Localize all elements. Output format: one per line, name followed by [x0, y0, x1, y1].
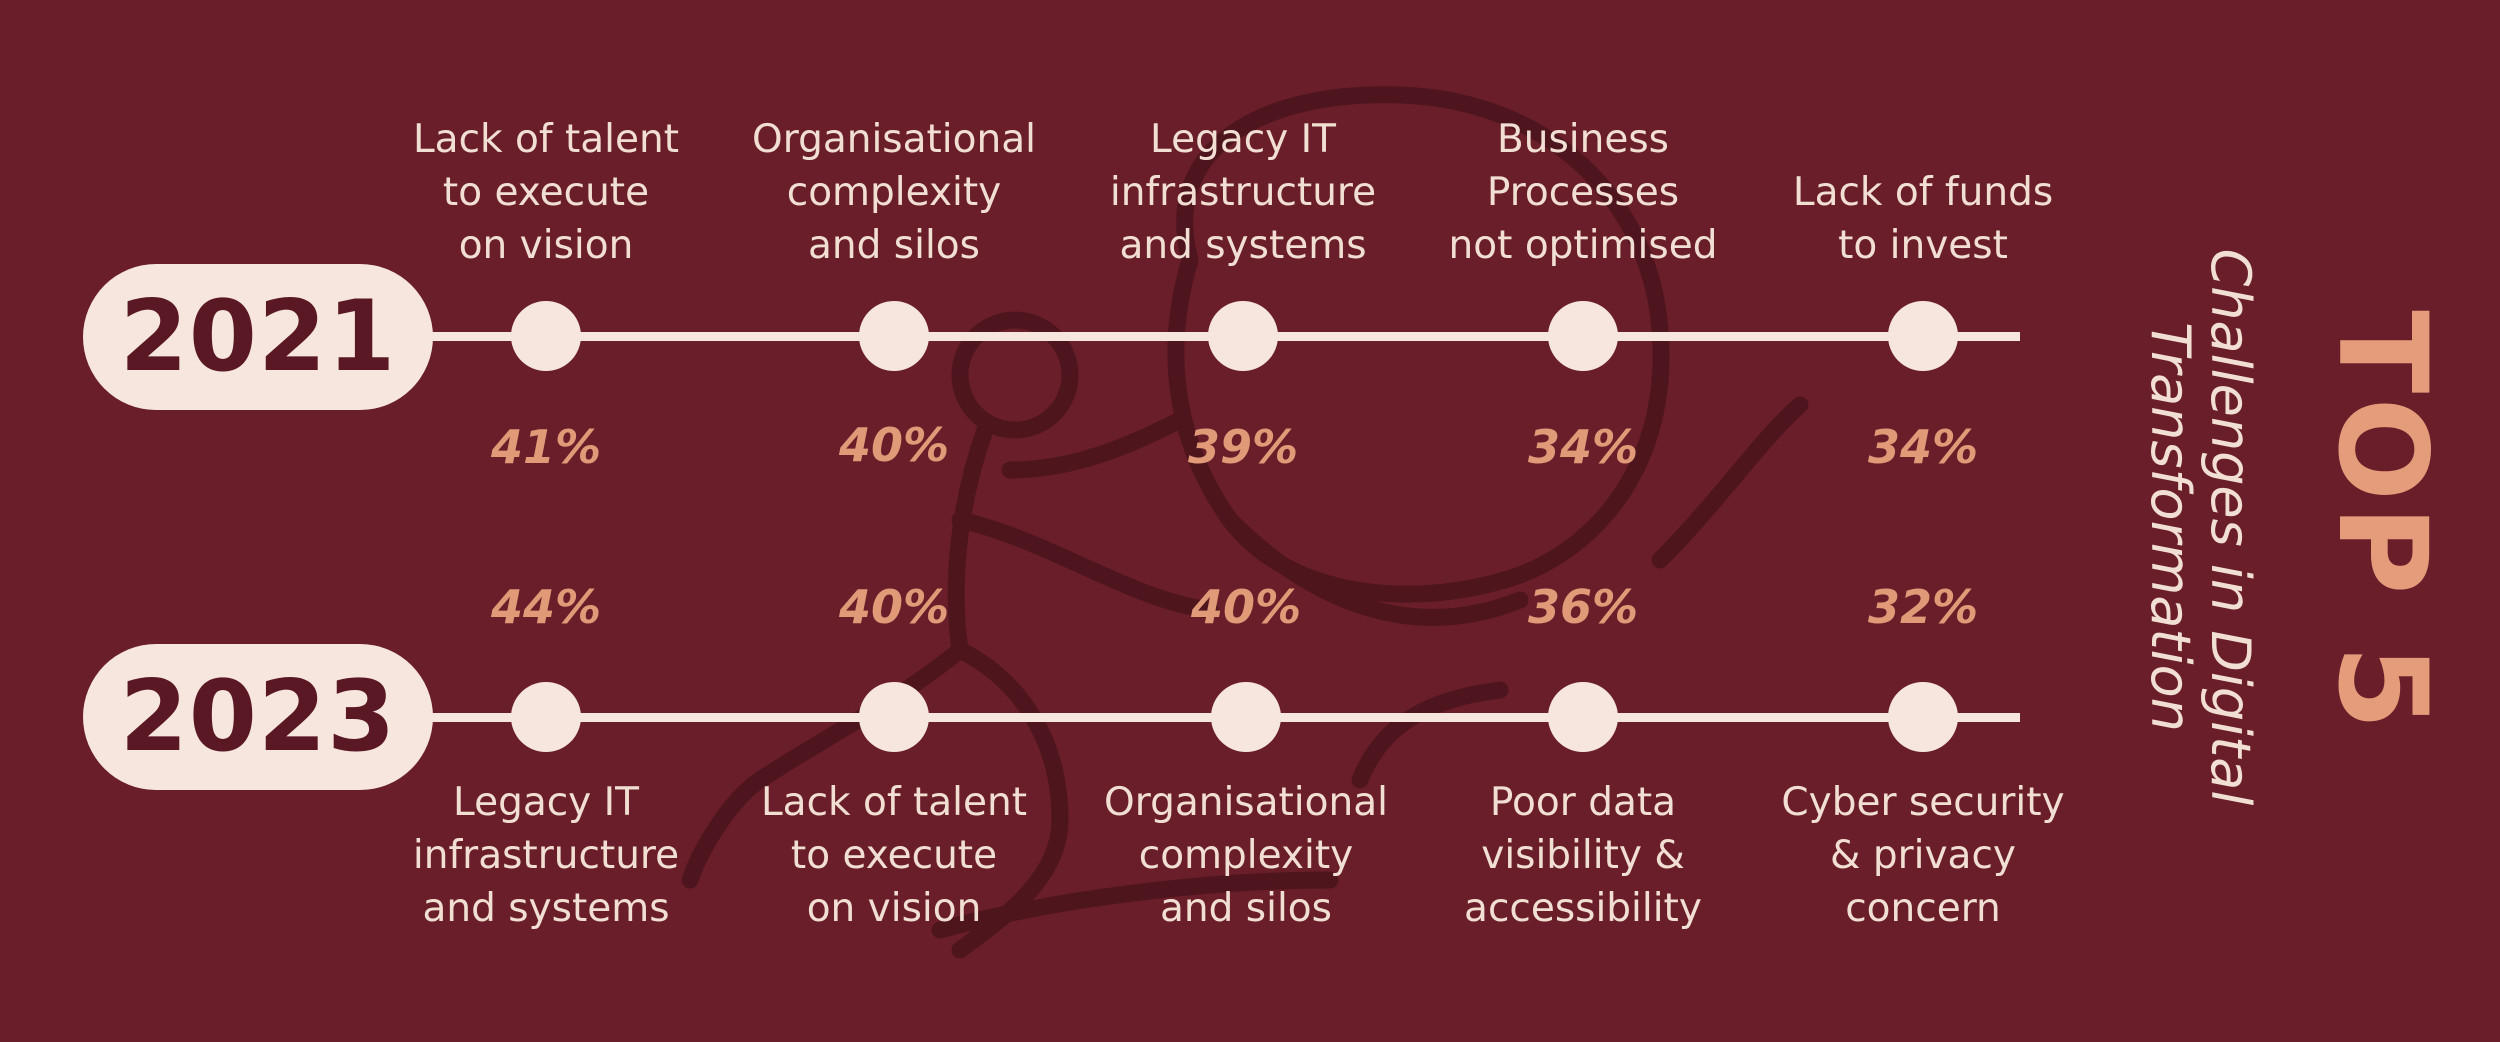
timeline-node — [1211, 682, 1281, 752]
percent-label: 40% — [838, 580, 950, 634]
percent-label: 40% — [838, 418, 950, 472]
percent-label: 44% — [490, 580, 602, 634]
challenge-label: Lack of funds to invest — [1792, 170, 2054, 268]
timeline-node — [1208, 301, 1278, 371]
year-badge-2023: 2023 — [83, 644, 433, 790]
title: TOP 5 — [2311, 310, 2453, 734]
percent-label: 40% — [1190, 580, 1302, 634]
timeline-node — [511, 682, 581, 752]
challenge-label: Lack of talent to execute on vision — [412, 117, 680, 268]
challenge-label: Business Processes not optimised — [1448, 117, 1718, 268]
timeline-node — [511, 301, 581, 371]
timeline-node — [859, 301, 929, 371]
challenge-label: Poor data visibility & accessibility — [1464, 780, 1702, 931]
timeline-node — [1888, 301, 1958, 371]
percent-label: 34% — [1527, 420, 1639, 474]
percent-label: 41% — [490, 420, 602, 474]
challenge-label: Organisational complexity and silos — [1104, 780, 1388, 931]
challenge-label: Legacy IT infrastructure and systems — [412, 780, 680, 931]
subtitle: Challenges in Digital Transformation — [2139, 248, 2262, 806]
challenge-label: Organisational complexity and silos — [752, 117, 1036, 268]
timeline-node — [1888, 682, 1958, 752]
subtitle-line: Transformation — [2139, 322, 2202, 732]
percent-label: 39% — [1187, 420, 1299, 474]
percent-label: 32% — [1867, 580, 1979, 634]
timeline-node — [859, 682, 929, 752]
timeline-line-2023 — [400, 713, 2020, 722]
timeline-node — [1548, 301, 1618, 371]
percent-label: 36% — [1527, 580, 1639, 634]
challenge-label: Lack of talent to execute on vision — [760, 780, 1028, 931]
subtitle-line: Challenges in Digital — [2199, 248, 2262, 806]
challenge-label: Cyber security & privacy concern — [1781, 780, 2065, 931]
year-badge-2021: 2021 — [83, 264, 433, 410]
percent-label: 34% — [1867, 420, 1979, 474]
timeline-node — [1548, 682, 1618, 752]
challenge-label: Legacy IT infrastructure and systems — [1109, 117, 1377, 268]
